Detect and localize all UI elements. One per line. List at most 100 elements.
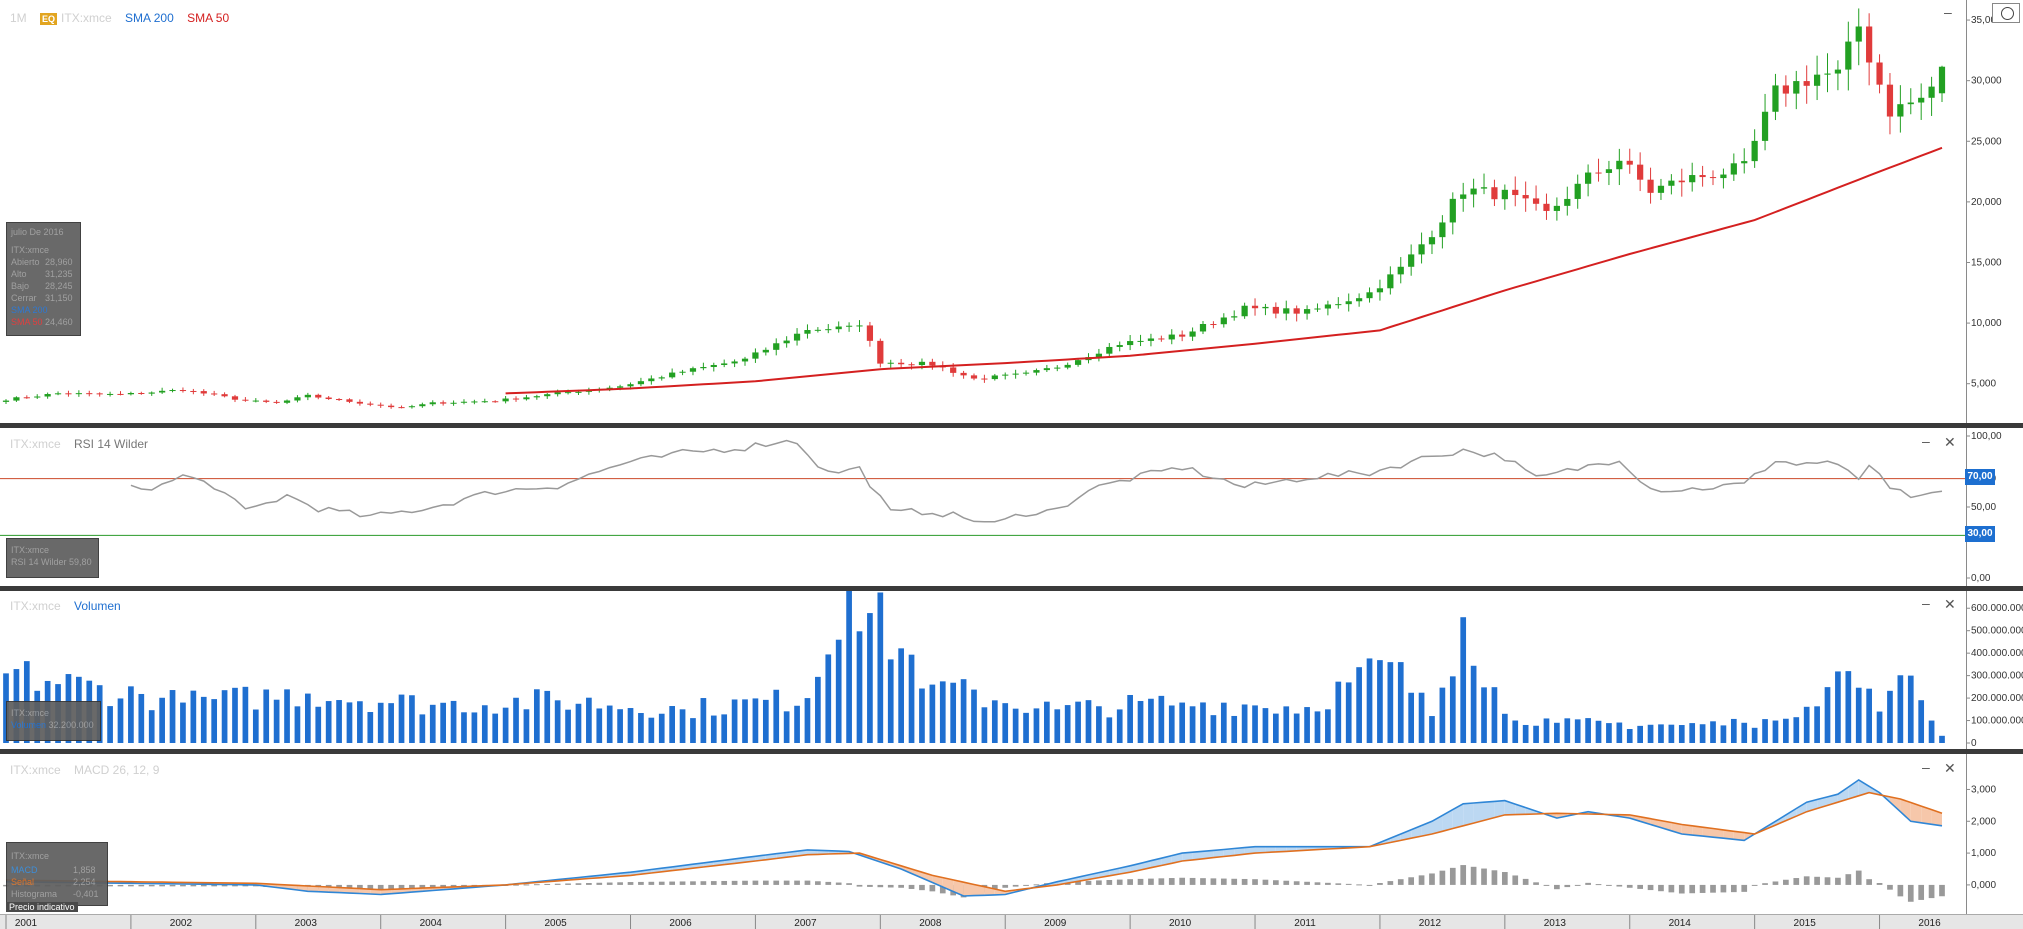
histogram-bar bbox=[1668, 884, 1675, 893]
candle bbox=[1886, 84, 1894, 117]
volume-symbol[interactable]: ITX:xmce bbox=[10, 599, 61, 613]
price-panel[interactable]: 5,000 10,000 15,000 20,000 25,000 30,000 35,00… bbox=[0, 0, 2023, 424]
volume-title[interactable]: Volumen bbox=[74, 599, 121, 613]
candle bbox=[1127, 341, 1134, 346]
candle bbox=[845, 325, 853, 327]
volume-bar bbox=[1855, 687, 1862, 743]
histogram-bar bbox=[1814, 876, 1820, 885]
volume-bar bbox=[1585, 718, 1591, 743]
candle bbox=[564, 392, 572, 394]
macd-panel[interactable]: 0,000 1,000 2,000 3,000 ITX:xmce MACD 26, 1… bbox=[0, 754, 2023, 914]
candle bbox=[294, 397, 301, 401]
rsi-minimize-button[interactable]: – bbox=[1922, 433, 1930, 449]
volume-chart[interactable]: 0 100.000.000 200.000.000 300.000.000 400.00… bbox=[0, 591, 2023, 750]
histogram-bar bbox=[1231, 878, 1238, 885]
candle bbox=[1866, 26, 1873, 63]
macd-title[interactable]: MACD 26, 12, 9 bbox=[74, 763, 160, 777]
histogram-bar bbox=[1907, 884, 1914, 902]
symbol-label[interactable]: ITX:xmce bbox=[61, 11, 112, 25]
info-date: julio De 2016 bbox=[11, 227, 64, 237]
volume-bar bbox=[1429, 716, 1435, 743]
info-high-label: Alto bbox=[11, 269, 27, 279]
macd-info-signal-value: 2,254 bbox=[73, 877, 96, 887]
price-minimize-button[interactable]: – bbox=[1944, 4, 1952, 20]
y-tick-label: 5,000 bbox=[1971, 379, 1996, 390]
y-axis-area bbox=[1966, 754, 2023, 914]
candle bbox=[1106, 346, 1113, 354]
histogram-bar bbox=[1803, 876, 1810, 885]
histogram-bar bbox=[409, 884, 415, 889]
histogram-bar bbox=[586, 883, 592, 885]
interval-label[interactable]: 1M bbox=[10, 11, 27, 25]
histogram-bar bbox=[1918, 884, 1925, 900]
volume-close-button[interactable]: ✕ bbox=[1944, 596, 1956, 612]
rsi-panel[interactable]: 0,00 50,00 70,00 100,00 ITX:xmce RSI 14 Wil… bbox=[0, 428, 2023, 588]
histogram-bar bbox=[1689, 884, 1696, 894]
candle bbox=[1251, 305, 1259, 309]
volume-bar bbox=[377, 702, 384, 743]
histogram-bar bbox=[128, 884, 134, 887]
histogram-bar bbox=[804, 880, 811, 885]
histogram-bar bbox=[1397, 879, 1404, 885]
histogram-bar bbox=[1002, 884, 1009, 888]
candle bbox=[1022, 372, 1030, 374]
candle bbox=[929, 361, 936, 366]
panel-divider[interactable] bbox=[0, 586, 2023, 591]
candle bbox=[1699, 175, 1706, 178]
price-chart[interactable]: 5,000 10,000 15,000 20,000 25,000 30,000 35,00… bbox=[0, 0, 2023, 424]
candle bbox=[200, 391, 207, 394]
macd-symbol[interactable]: ITX:xmce bbox=[10, 763, 61, 777]
candle bbox=[1345, 301, 1352, 305]
candle bbox=[1054, 367, 1061, 369]
candle bbox=[1532, 198, 1540, 204]
histogram-bar bbox=[1085, 880, 1092, 885]
histogram-bar bbox=[377, 884, 384, 890]
macd-chart[interactable]: 0,000 1,000 2,000 3,000 bbox=[0, 754, 2023, 914]
sma50-legend[interactable]: SMA 50 bbox=[187, 11, 230, 25]
rsi-chart[interactable]: 0,00 50,00 70,00 100,00 bbox=[0, 428, 2023, 588]
volume-bar bbox=[856, 631, 863, 743]
histogram-bar bbox=[1325, 882, 1331, 885]
rsi-title[interactable]: RSI 14 Wilder bbox=[74, 437, 149, 451]
candle bbox=[1845, 41, 1852, 70]
candle bbox=[1657, 185, 1665, 193]
y-tick-label: 25,000 bbox=[1971, 136, 2002, 147]
sma200-legend[interactable]: SMA 200 bbox=[125, 11, 174, 25]
volume-bar bbox=[1720, 725, 1727, 743]
volume-panel[interactable]: 0 100.000.000 200.000.000 300.000.000 400.00… bbox=[0, 591, 2023, 750]
volume-bar bbox=[898, 648, 904, 743]
clock-icon[interactable] bbox=[1992, 3, 2020, 23]
histogram-bar bbox=[1366, 884, 1373, 886]
candle bbox=[523, 397, 530, 400]
histogram-bar bbox=[1210, 878, 1217, 885]
volume-bar bbox=[1054, 709, 1061, 743]
macd-fill bbox=[1213, 849, 1224, 858]
macd-fill bbox=[1890, 796, 1901, 812]
y-tick-label: 0,00 bbox=[1971, 573, 1991, 584]
volume-bar bbox=[939, 681, 946, 743]
time-axis[interactable]: 2001 2002 2003 2004 2005 2006 2007 2008 2009 2010… bbox=[0, 914, 2023, 929]
time-label: 2009 bbox=[1044, 918, 1067, 929]
rsi-symbol[interactable]: ITX:xmce bbox=[10, 437, 61, 451]
y-tick-label: 300.000.000 bbox=[1971, 671, 2023, 682]
volume-bar bbox=[825, 654, 832, 743]
panel-divider[interactable] bbox=[0, 749, 2023, 754]
candle bbox=[388, 405, 395, 408]
candle bbox=[346, 399, 353, 402]
macd-close-button[interactable]: ✕ bbox=[1944, 760, 1956, 776]
candle bbox=[1179, 334, 1186, 337]
histogram-bar bbox=[1012, 884, 1019, 887]
macd-minimize-button[interactable]: – bbox=[1922, 759, 1930, 775]
indicative-price-label: Precio indicativo bbox=[6, 902, 78, 912]
rsi-close-button[interactable]: ✕ bbox=[1944, 434, 1956, 450]
candle bbox=[1938, 66, 1946, 94]
candle bbox=[1137, 340, 1144, 342]
histogram-bar bbox=[606, 882, 613, 885]
histogram-bar bbox=[846, 883, 852, 885]
candle bbox=[1012, 373, 1019, 375]
panel-divider[interactable] bbox=[0, 423, 2023, 428]
volume-bar bbox=[388, 703, 394, 743]
volume-minimize-button[interactable]: – bbox=[1922, 595, 1930, 611]
candle bbox=[471, 401, 478, 403]
volume-bar bbox=[1793, 717, 1800, 743]
